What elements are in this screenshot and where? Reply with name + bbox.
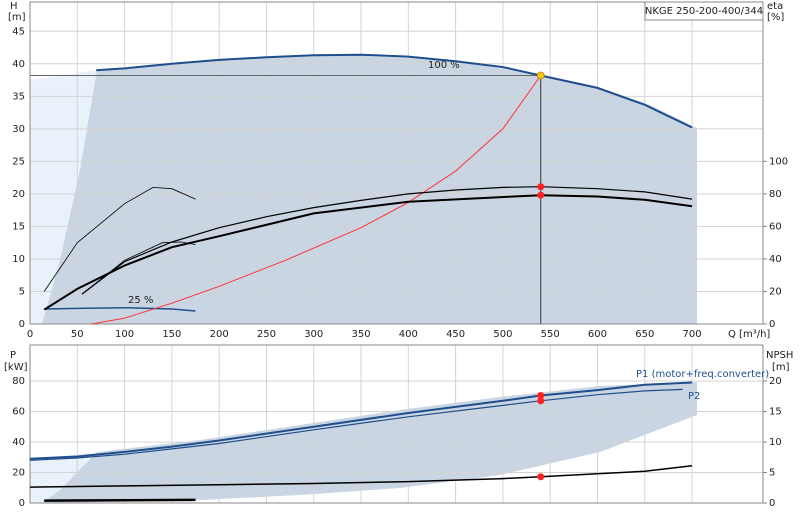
y-tick-label: 20: [12, 467, 25, 478]
y-tick-label: 40: [12, 437, 25, 448]
y-tick-label: 0: [19, 319, 25, 330]
curve: [91, 75, 542, 325]
x-tick-label: 250: [257, 329, 276, 340]
curve: [96, 53, 693, 129]
x-tick-label: 450: [446, 329, 465, 340]
y2-axis-label: NPSH: [766, 350, 793, 361]
x-tick-label: 100: [115, 329, 134, 340]
y2-tick-label: 0: [769, 319, 775, 330]
y-tick-label: 15: [12, 221, 25, 232]
curve-label: P2: [688, 391, 700, 402]
y-tick-label: 40: [12, 59, 25, 70]
y-axis-unit: [kW]: [4, 362, 28, 373]
operating-region: [42, 55, 697, 324]
operating-region: [42, 382, 697, 503]
x-tick-label: 700: [683, 329, 702, 340]
plot-frame: [29, 1, 764, 325]
y2-tick-label: 80: [769, 189, 782, 200]
plot-frame: [29, 344, 764, 504]
operating-point: [537, 191, 545, 199]
operating-point: [537, 391, 545, 399]
y-tick-label: 10: [12, 254, 25, 265]
curve: [29, 388, 683, 461]
y-tick-label: 5: [19, 286, 25, 297]
y2-tick-label: 10: [769, 437, 782, 448]
curve: [29, 381, 693, 460]
y-tick-label: 25: [12, 156, 25, 167]
y-tick-label: 35: [12, 91, 25, 102]
title-box: [644, 1, 764, 21]
x-tick-label: 600: [588, 329, 607, 340]
y2-axis-label: eta: [767, 1, 783, 12]
y2-tick-label: 60: [769, 221, 782, 232]
curve: [29, 465, 693, 488]
x-tick-label: 650: [635, 329, 654, 340]
y-tick-label: 0: [19, 498, 25, 509]
y-axis-label: H: [10, 1, 18, 12]
x-tick-label: 50: [71, 329, 84, 340]
y2-tick-label: 20: [769, 376, 782, 387]
curve: [43, 194, 693, 311]
y-tick-label: 30: [12, 124, 25, 135]
y-axis-unit: [m]: [8, 12, 26, 23]
curve: [81, 186, 693, 295]
y2-tick-label: 100: [769, 156, 788, 167]
operating-point: [537, 397, 545, 405]
curve: [43, 186, 196, 292]
x-tick-label: 550: [541, 329, 560, 340]
chart-title: NKGE 250-200-400/344: [645, 6, 763, 17]
curve: [44, 306, 196, 312]
x-tick-label: 350: [351, 329, 370, 340]
curve-label: P1 (motor+freq.converter): [636, 369, 769, 380]
y-tick-label: 80: [12, 376, 25, 387]
y-tick-label: 20: [12, 189, 25, 200]
x-tick-label: 150: [162, 329, 181, 340]
x-tick-label: 0: [27, 329, 33, 340]
operating-point: [537, 183, 545, 191]
y2-axis-unit: [m]: [772, 362, 790, 373]
y2-axis-unit: [%]: [767, 12, 784, 23]
x-tick-label: 200: [210, 329, 229, 340]
y-axis-label: P: [10, 350, 16, 361]
curve-label: 25 %: [128, 295, 153, 306]
x-tick-label: 300: [304, 329, 323, 340]
operating-point: [536, 71, 545, 80]
light-region: [30, 70, 97, 324]
y-tick-label: 45: [12, 26, 25, 37]
y2-tick-label: 20: [769, 286, 782, 297]
x-axis-label: Q [m³/h]: [728, 329, 770, 340]
curve-label: 100 %: [428, 60, 460, 71]
light-region: [30, 452, 97, 503]
y2-tick-label: 40: [769, 254, 782, 265]
operating-point: [537, 473, 545, 481]
x-tick-label: 400: [399, 329, 418, 340]
y2-tick-label: 5: [769, 467, 775, 478]
x-tick-label: 500: [493, 329, 512, 340]
y2-tick-label: 0: [769, 498, 775, 509]
y2-tick-label: 15: [769, 406, 782, 417]
curve: [44, 498, 196, 502]
y-tick-label: 60: [12, 406, 25, 417]
